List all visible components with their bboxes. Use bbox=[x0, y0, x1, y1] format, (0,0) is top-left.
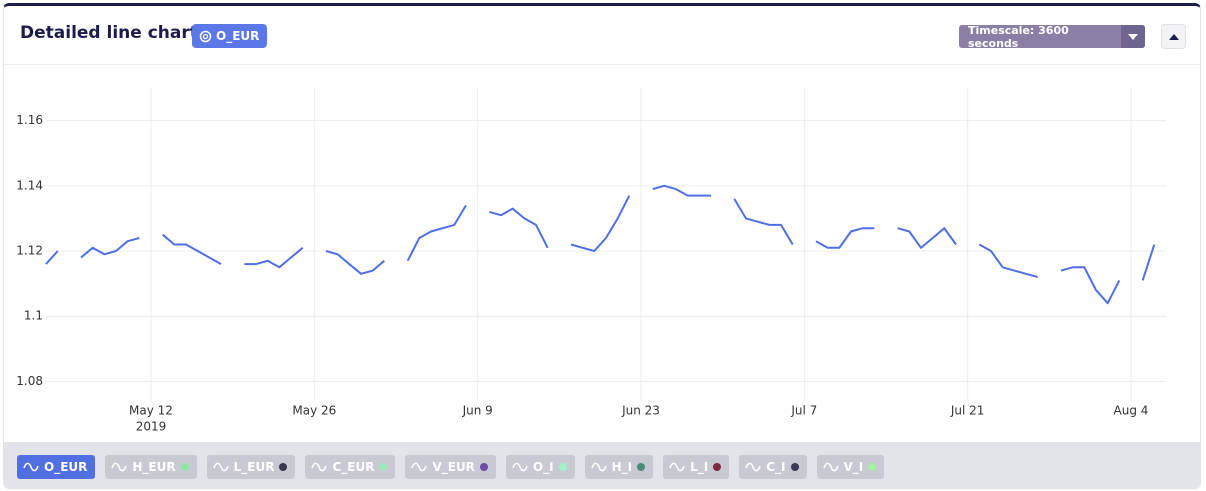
series-chip[interactable]: O_I bbox=[505, 455, 575, 479]
chip-label: H_EUR bbox=[132, 460, 176, 474]
chip-icon bbox=[590, 462, 607, 472]
y-tick-label: 1.08 bbox=[16, 374, 43, 388]
x-tick-label: Jun 9 bbox=[462, 404, 493, 418]
y-tick-label: 1.12 bbox=[16, 244, 43, 258]
dropdown-arrow bbox=[1121, 25, 1145, 48]
chip-dot bbox=[790, 463, 799, 471]
x-tick-label: May 26 bbox=[292, 404, 336, 418]
chip-label: H_I bbox=[611, 460, 633, 474]
chip-label: L_I bbox=[690, 460, 709, 474]
chip-icon bbox=[212, 462, 229, 472]
timescale-dropdown[interactable]: Timescale: 3600 seconds bbox=[959, 23, 1145, 50]
chip-label: C_EUR bbox=[332, 460, 375, 474]
y-tick-label: 1.16 bbox=[16, 113, 43, 127]
badge-label: O_EUR bbox=[216, 29, 260, 43]
series-chip[interactable]: O_EUR bbox=[17, 455, 96, 479]
chip-dot bbox=[868, 463, 877, 471]
series-chip[interactable]: V_I bbox=[816, 455, 885, 479]
chip-dot bbox=[558, 463, 567, 471]
series-chip[interactable]: L_I bbox=[663, 455, 730, 479]
panel-title: Detailed line chart bbox=[20, 23, 198, 43]
chip-icon bbox=[111, 462, 128, 472]
chip-label: V_I bbox=[843, 460, 864, 474]
series-chip[interactable]: C_EUR bbox=[305, 455, 396, 479]
chip-icon bbox=[512, 462, 528, 472]
chip-label: C_I bbox=[766, 460, 786, 474]
series-chip[interactable]: H_I bbox=[584, 455, 654, 479]
x-tick-label: Jun 23 bbox=[621, 404, 660, 418]
chip-dot bbox=[713, 463, 722, 471]
x-tick-label: Jul 21 bbox=[950, 404, 985, 418]
chip-icon bbox=[822, 462, 839, 472]
chip-dot bbox=[637, 463, 646, 471]
chip-dot bbox=[180, 463, 189, 471]
series-badge[interactable]: O_EUR bbox=[192, 24, 268, 48]
chip-icon bbox=[745, 462, 761, 472]
card: Detailed line chart O_EUR Timescale: 360… bbox=[3, 3, 1201, 489]
x-tick-label: May 12 bbox=[129, 404, 173, 418]
chip-dot bbox=[279, 463, 288, 471]
chip-icon bbox=[669, 462, 685, 472]
series-line bbox=[45, 184, 1156, 305]
collapse-button[interactable] bbox=[1161, 24, 1186, 49]
chip-label: O_I bbox=[532, 460, 554, 474]
badge-icon bbox=[199, 30, 212, 42]
header-divider bbox=[4, 64, 1200, 65]
series-chip[interactable]: V_EUR bbox=[405, 455, 496, 479]
timescale-label: Timescale: 3600 seconds bbox=[968, 23, 1069, 50]
chart: 1.08 1.1 1.12 1.14 1.16 May 12 2019 May 26 Jun 9… bbox=[16, 88, 1166, 434]
chip-label: O_EUR bbox=[44, 460, 88, 474]
x-year-label: 2019 bbox=[136, 420, 167, 434]
series-chip[interactable]: L_EUR bbox=[206, 455, 296, 479]
y-tick-label: 1.14 bbox=[16, 178, 43, 192]
y-tick-label: 1.1 bbox=[24, 309, 43, 323]
series-chip[interactable]: C_I bbox=[739, 455, 807, 479]
chip-dot bbox=[479, 463, 488, 471]
chip-icon bbox=[23, 462, 39, 472]
series-chip[interactable]: H_EUR bbox=[105, 455, 197, 479]
chip-icon bbox=[311, 462, 328, 472]
x-tick-label: Aug 4 bbox=[1114, 404, 1149, 418]
chip-icon bbox=[411, 462, 428, 472]
x-tick-label: Jul 7 bbox=[790, 404, 817, 418]
chip-dot bbox=[379, 463, 388, 471]
chip-label: L_EUR bbox=[233, 460, 275, 474]
chip-bar: O_EUR H_EUR L_EUR C_EUR V_EUR O_I H_I L_I C_I V_I bbox=[4, 442, 1200, 488]
chip-label: V_EUR bbox=[432, 460, 475, 474]
